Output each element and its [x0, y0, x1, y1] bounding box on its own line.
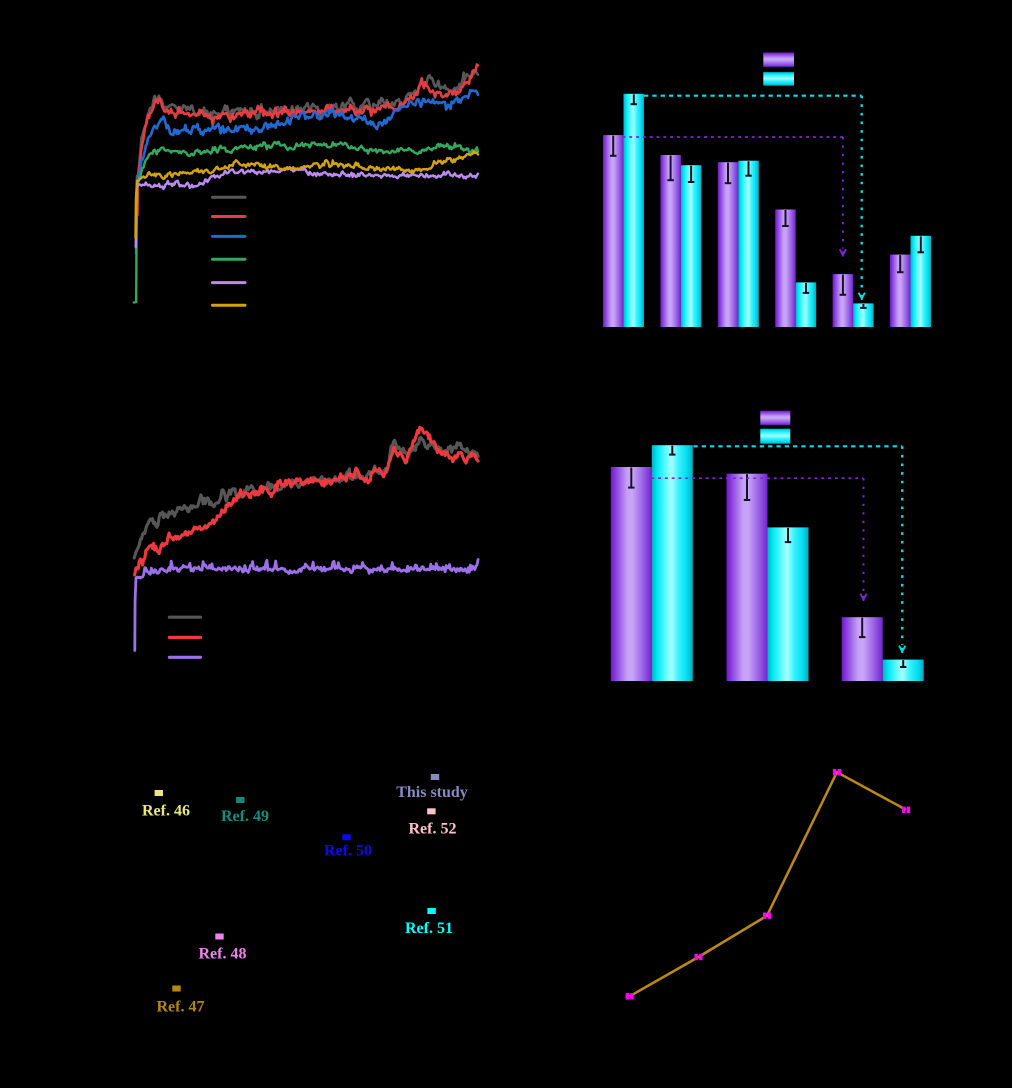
svg-text:This study: This study — [396, 784, 468, 801]
svg-text:Ref. 47: Ref. 47 — [157, 999, 205, 1016]
svg-text:Ref. 48: Ref. 48 — [199, 946, 247, 963]
svg-text:Ref. 51: Ref. 51 — [405, 920, 453, 937]
svg-text:Ref. 49: Ref. 49 — [221, 808, 269, 825]
svg-text:Ref. 52: Ref. 52 — [409, 821, 457, 838]
svg-text:Ref. 46: Ref. 46 — [142, 803, 190, 820]
svg-text:Ref. 50: Ref. 50 — [324, 843, 372, 860]
